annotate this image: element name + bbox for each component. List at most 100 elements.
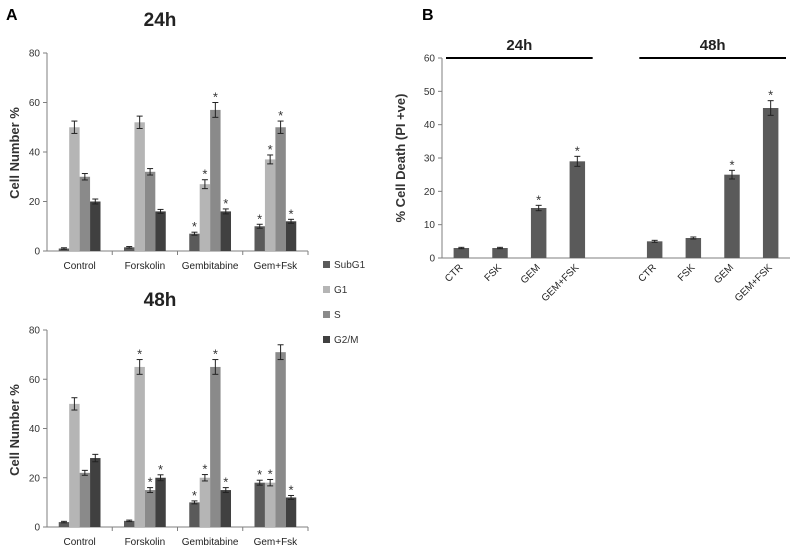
bar-SubG1-forskolin bbox=[123, 520, 135, 527]
x-tick-label: Forskolin bbox=[125, 261, 166, 272]
x-tick-label: CTR bbox=[443, 262, 465, 284]
legend-label: SubG1 bbox=[334, 260, 366, 271]
significance-marker: * bbox=[192, 488, 197, 503]
bar-SubG1-gem+fsk bbox=[254, 226, 265, 251]
legend-label: G2/M bbox=[334, 335, 358, 346]
bar-cell-death-gem bbox=[530, 208, 547, 258]
y-tick-label: 20 bbox=[29, 197, 41, 208]
legend-swatch bbox=[323, 336, 330, 343]
bar-S-gem+fsk bbox=[275, 127, 286, 251]
x-tick-label: Gem+Fsk bbox=[254, 537, 299, 548]
bar-SubG1-control bbox=[58, 522, 70, 527]
bar-SubG1-gem+fsk bbox=[254, 482, 265, 527]
y-tick-label: 60 bbox=[424, 54, 436, 65]
bar-G2M-gem+fsk bbox=[285, 497, 297, 527]
y-tick-label: 80 bbox=[29, 326, 41, 337]
bar-S-control bbox=[79, 176, 91, 251]
bar-S-gem+fsk bbox=[275, 352, 286, 527]
bar-G1-gem+fsk bbox=[264, 159, 276, 251]
bar-cell-death-ctr bbox=[453, 248, 470, 258]
legend-label: G1 bbox=[334, 285, 348, 296]
x-tick-label: Control bbox=[64, 537, 96, 548]
chart-24h-cell-cycle: 24h Cell Number % 0 20 40 60 80 Control Forsko… bbox=[7, 10, 309, 272]
y-axis-label: % Cell Death (PI +ve) bbox=[393, 94, 408, 223]
bar-G2M-gembitabine bbox=[220, 490, 232, 527]
y-axis-label: Cell Number % bbox=[7, 107, 22, 199]
x-tick-label: Forskolin bbox=[125, 537, 166, 548]
bar-G2M-control bbox=[90, 458, 101, 527]
bar-cell-death-gem-fsk bbox=[569, 161, 586, 258]
significance-marker: * bbox=[257, 211, 262, 226]
significance-marker: * bbox=[137, 347, 142, 362]
bar-cell-death-gem bbox=[724, 174, 740, 258]
x-tick-label: GEM+FSK bbox=[733, 262, 775, 304]
significance-marker: * bbox=[213, 347, 218, 362]
bar-cell-death-ctr bbox=[646, 241, 663, 258]
significance-marker: * bbox=[213, 90, 218, 105]
x-tick-label: CTR bbox=[636, 262, 658, 284]
bar-cell-death-fsk bbox=[685, 238, 702, 258]
chart-cell-death: % Cell Death (PI +ve) 0 10 20 30 40 50 60 CTR FS… bbox=[393, 37, 790, 304]
group-label: 48h bbox=[700, 37, 726, 54]
significance-marker: * bbox=[268, 466, 273, 481]
significance-marker: * bbox=[257, 467, 262, 482]
x-tick-label: Control bbox=[64, 261, 96, 272]
bar-G1-gem+fsk bbox=[264, 482, 276, 527]
x-tick-label: FSK bbox=[483, 262, 505, 284]
legend-swatch bbox=[323, 261, 330, 268]
chart-48h-cell-cycle: 48h Cell Number % 0 20 40 60 80 Control Forsko… bbox=[7, 290, 309, 548]
significance-marker: * bbox=[192, 219, 197, 234]
bar-G2M-gembitabine bbox=[220, 211, 232, 251]
chart-title: 48h bbox=[144, 290, 177, 311]
x-tick-label: Gem+Fsk bbox=[254, 261, 299, 272]
y-tick-label: 0 bbox=[429, 254, 435, 265]
bar-G1-forskolin bbox=[134, 122, 145, 251]
bar-cell-death-fsk bbox=[492, 248, 508, 258]
bar-G2M-forskolin bbox=[155, 211, 166, 251]
bar-S-forskolin bbox=[144, 171, 156, 251]
significance-marker: * bbox=[575, 143, 580, 158]
bar-SubG1-gembitabine bbox=[189, 233, 200, 251]
y-tick-label: 40 bbox=[424, 120, 436, 131]
y-tick-label: 50 bbox=[424, 87, 436, 98]
legend: SubG1 G1 S G2/M bbox=[323, 260, 366, 346]
chart-title: 24h bbox=[144, 10, 177, 31]
y-tick-label: 40 bbox=[29, 148, 41, 159]
bar-G2M-forskolin bbox=[155, 477, 166, 527]
bar-G1-gembitabine bbox=[199, 477, 211, 527]
bar-S-forskolin bbox=[144, 490, 156, 527]
y-tick-label: 20 bbox=[424, 187, 436, 198]
group-label: 24h bbox=[506, 37, 532, 54]
y-tick-label: 20 bbox=[29, 473, 41, 484]
y-tick-label: 60 bbox=[29, 98, 41, 109]
significance-marker: * bbox=[268, 142, 273, 157]
y-tick-label: 10 bbox=[424, 220, 436, 231]
significance-marker: * bbox=[223, 475, 228, 490]
panel-label-b: B bbox=[422, 7, 434, 24]
bar-S-control bbox=[79, 472, 91, 527]
bar-cell-death-gem-fsk bbox=[762, 108, 779, 258]
y-tick-label: 60 bbox=[29, 375, 41, 386]
significance-marker: * bbox=[289, 482, 294, 497]
bar-G1-control bbox=[69, 127, 80, 251]
x-tick-label: GEM bbox=[712, 262, 736, 286]
bar-G2M-gem+fsk bbox=[285, 221, 297, 251]
bar-SubG1-gembitabine bbox=[189, 502, 200, 527]
y-tick-label: 0 bbox=[34, 523, 40, 534]
legend-label: S bbox=[334, 310, 341, 321]
y-tick-label: 30 bbox=[424, 154, 436, 165]
significance-marker: * bbox=[536, 192, 541, 207]
x-tick-label: GEM bbox=[519, 262, 543, 286]
significance-marker: * bbox=[768, 88, 773, 103]
significance-marker: * bbox=[223, 196, 228, 211]
bar-G1-control bbox=[69, 403, 80, 527]
bar-G2M-control bbox=[90, 201, 101, 251]
x-tick-label: GEM+FSK bbox=[540, 262, 582, 304]
x-tick-label: Gembitabine bbox=[182, 261, 239, 272]
y-tick-label: 40 bbox=[29, 424, 41, 435]
bar-S-gembitabine bbox=[210, 109, 221, 251]
bar-G1-forskolin bbox=[134, 366, 145, 527]
panel-label-a: A bbox=[6, 7, 18, 24]
bar-SubG1-forskolin bbox=[123, 247, 135, 251]
